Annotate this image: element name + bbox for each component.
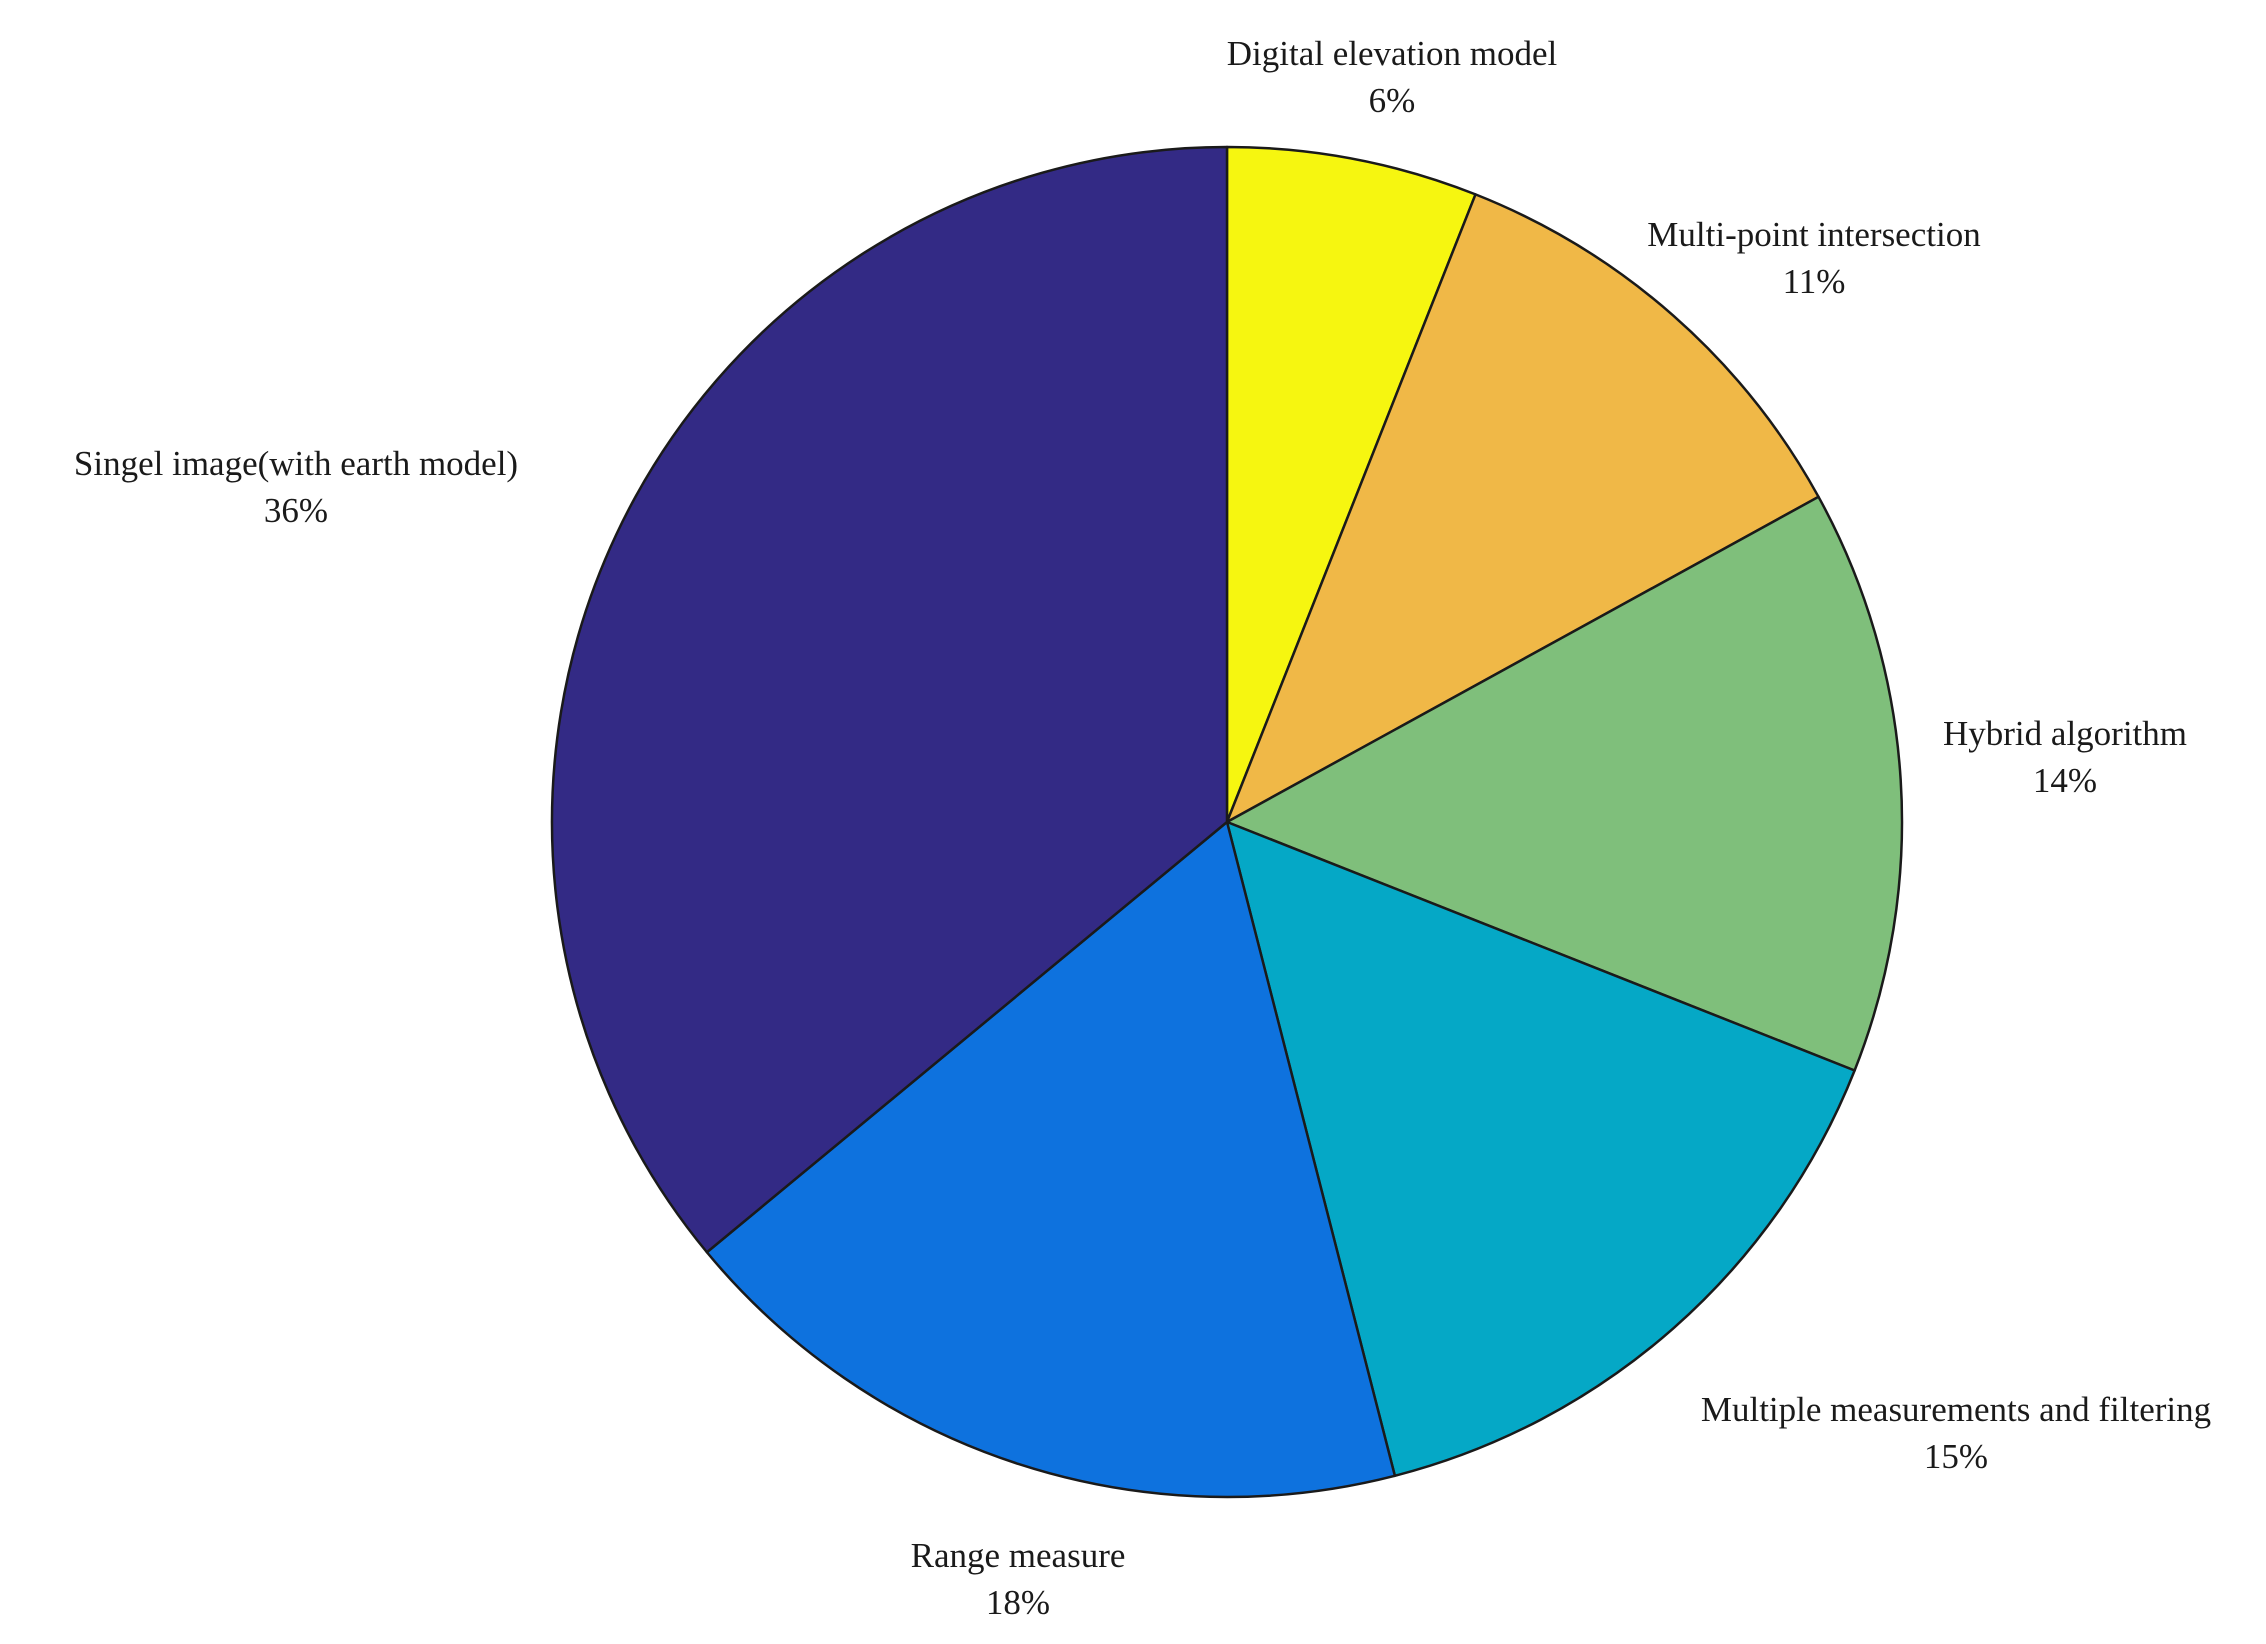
slice-label: Singel image(with earth model) — [74, 444, 518, 483]
slice-label: Digital elevation model — [1227, 34, 1558, 73]
pie-labels: Digital elevation model 6% Multi-point int… — [74, 34, 2211, 1622]
slice-percent-label: 14% — [2033, 761, 2097, 800]
slice-label: Hybrid algorithm — [1943, 714, 2187, 753]
slice-percent-label: 6% — [1369, 81, 1416, 120]
slice-label: Multiple measurements and filtering — [1701, 1390, 2211, 1429]
pie-slice-5 — [705, 820, 1397, 1499]
pie-slice-2 — [1225, 193, 1820, 824]
pie-slice-3 — [1225, 495, 1904, 1072]
slice-label: Range measure — [911, 1536, 1126, 1575]
slice-percent-label: 36% — [264, 491, 328, 530]
slice-percent-label: 11% — [1783, 262, 1846, 301]
slice-percent-label: 15% — [1924, 1437, 1988, 1476]
pie-slice-1 — [1225, 145, 1477, 824]
slice-label: Multi-point intersection — [1647, 215, 1980, 254]
pie-slices — [550, 145, 1904, 1499]
pie-slice-6 — [550, 145, 1229, 1254]
pie-slice-4 — [1225, 820, 1856, 1478]
slice-percent-label: 18% — [986, 1583, 1050, 1622]
